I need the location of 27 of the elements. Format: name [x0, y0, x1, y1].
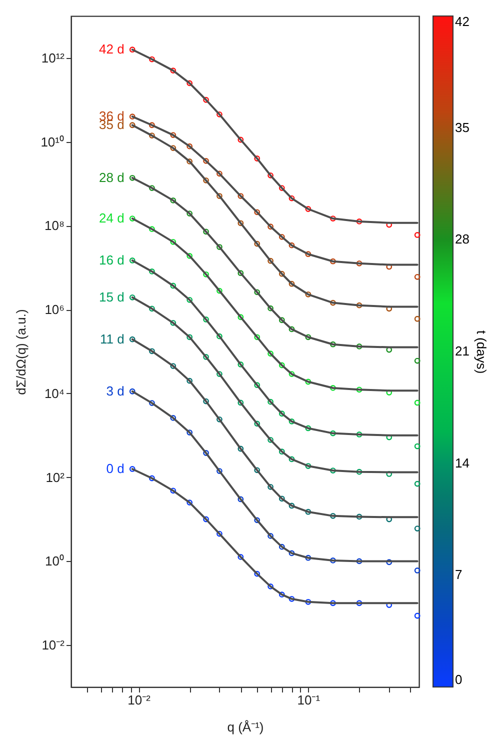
x-axis-title: q (Å⁻¹): [227, 720, 264, 734]
series-label: 24 d: [99, 210, 124, 226]
series-label: 28 d: [99, 170, 124, 185]
y-tick-label: 10¹⁰: [40, 134, 64, 150]
y-axis-title: dΣ/dΩ(q) (a.u.): [14, 309, 29, 395]
color-bar-label: 7: [455, 567, 462, 582]
color-bar-label: 35: [455, 120, 470, 135]
color-bar-label: 28: [455, 232, 470, 247]
y-tick-label: 10⁶: [44, 302, 64, 318]
color-bar-label: 14: [455, 455, 470, 470]
x-tick-label: 10⁻¹: [297, 692, 321, 708]
y-tick-label: 10¹²: [41, 50, 66, 66]
series-label: 16 d: [99, 252, 124, 268]
series-label: 42 d: [99, 42, 124, 57]
y-tick-label: 10⁴: [44, 386, 64, 401]
y-tick-label: 10⁸: [44, 218, 64, 234]
series-label: 11 d: [100, 331, 124, 346]
color-bar-label: 42: [455, 14, 470, 29]
color-bar-label: 0: [455, 672, 462, 687]
y-tick-label: 10⁰: [45, 554, 64, 569]
color-bar-label: 21: [455, 344, 470, 358]
y-tick-label: 10²: [46, 470, 66, 485]
color-bar-title: t (days): [474, 330, 489, 374]
series-label: 15 d: [99, 289, 124, 304]
series-label: 3 d: [106, 383, 124, 398]
y-tick-label: 10⁻²: [42, 638, 66, 653]
series-label: 0 d: [106, 460, 124, 476]
